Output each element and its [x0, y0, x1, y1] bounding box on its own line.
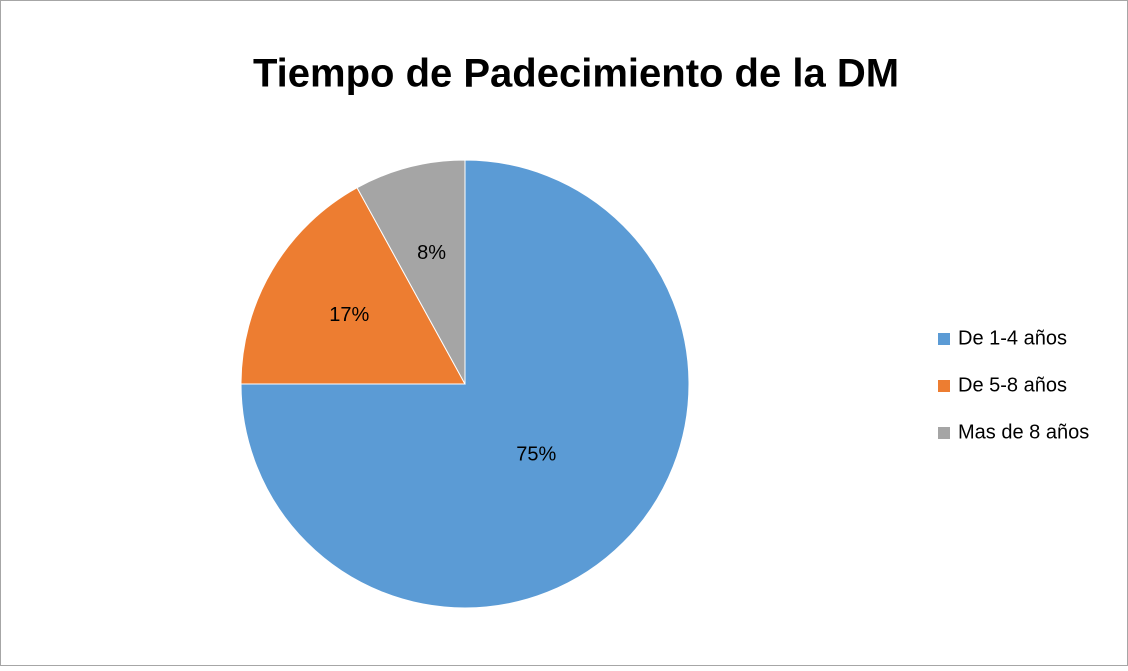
- pie-slice: [240, 159, 690, 609]
- data-label: 75%: [516, 444, 556, 466]
- legend-label: De 5-8 años: [958, 374, 1067, 396]
- legend-label: Mas de 8 años: [958, 421, 1089, 443]
- legend-swatch: [938, 380, 950, 392]
- data-label: 17%: [329, 304, 369, 326]
- legend-swatch: [938, 427, 950, 439]
- pie-slice: [356, 159, 466, 385]
- chart-title: Tiempo de Padecimiento de la DM: [253, 52, 899, 96]
- pie-slice: [240, 187, 466, 385]
- legend-swatch: [938, 333, 950, 345]
- data-label: 8%: [417, 242, 446, 264]
- legend-label: De 1-4 años: [958, 327, 1067, 349]
